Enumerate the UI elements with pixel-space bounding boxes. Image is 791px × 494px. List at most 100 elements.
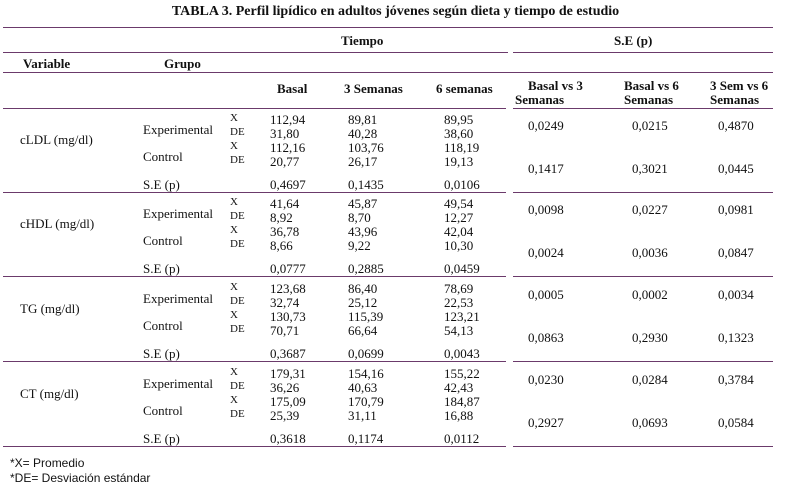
ctl-x-value: 103,76 xyxy=(348,140,384,155)
ctl-de-value: 70,71 xyxy=(270,323,300,338)
p-value-experimental: 0,0034 xyxy=(718,287,754,302)
p-value-control: 0,2930 xyxy=(632,330,668,345)
se-value: 0,3687 xyxy=(270,346,306,361)
sd-marker: DE xyxy=(230,126,245,138)
p-value-experimental: 0,0005 xyxy=(528,287,564,302)
se-label: S.E (p) xyxy=(143,177,180,192)
mean-marker: X xyxy=(230,309,238,321)
header-tiempo: Tiempo xyxy=(341,33,384,48)
exp-x-value: 112,94 xyxy=(270,112,306,127)
rule-se xyxy=(513,52,773,53)
p-value-experimental: 0,0002 xyxy=(632,287,668,302)
se-label: S.E (p) xyxy=(143,431,180,446)
mean-marker: X xyxy=(230,394,238,406)
exp-de-value: 25,12 xyxy=(348,295,378,310)
se-label: S.E (p) xyxy=(143,261,180,276)
sd-marker: DE xyxy=(230,408,245,420)
ctl-de-value: 9,22 xyxy=(348,238,371,253)
se-value: 0,0043 xyxy=(444,346,480,361)
ctl-x-value: 184,87 xyxy=(444,394,480,409)
p-value-experimental: 0,0249 xyxy=(528,118,564,133)
header-3sem-vs-6: 3 Sem vs 6 xyxy=(710,78,769,93)
ctl-x-value: 43,96 xyxy=(348,224,378,239)
header-6-semanas: 6 semanas xyxy=(436,81,493,96)
header-basal-vs-6-b: Semanas xyxy=(624,92,674,107)
rule-subheader-right xyxy=(513,108,773,109)
group-control: Control xyxy=(143,318,183,333)
exp-x-value: 78,69 xyxy=(444,281,474,296)
exp-x-value: 89,95 xyxy=(444,112,474,127)
sd-marker: DE xyxy=(230,323,245,335)
header-basal-vs-3: Basal vs 3 xyxy=(528,78,583,93)
ctl-de-value: 26,17 xyxy=(348,154,378,169)
exp-de-value: 40,63 xyxy=(348,380,378,395)
exp-de-value: 8,70 xyxy=(348,210,371,225)
variable-label: cLDL (mg/dl) xyxy=(20,132,93,147)
exp-de-value: 8,92 xyxy=(270,210,293,225)
mean-marker: X xyxy=(230,224,238,236)
header-basal: Basal xyxy=(277,81,308,96)
exp-de-value: 12,27 xyxy=(444,210,474,225)
se-value: 0,0106 xyxy=(444,177,480,192)
rule-tiempo xyxy=(3,52,508,53)
header-basal-vs-3-b: Semanas xyxy=(515,92,565,107)
header-grupo: Grupo xyxy=(164,56,201,71)
se-value: 0,1435 xyxy=(348,177,384,192)
sd-marker: DE xyxy=(230,295,245,307)
se-value: 0,0777 xyxy=(270,261,306,276)
header-basal-vs-6: Basal vs 6 xyxy=(624,78,679,93)
variable-label: cHDL (mg/dl) xyxy=(20,216,95,231)
group-experimental: Experimental xyxy=(143,376,214,391)
ctl-x-value: 118,19 xyxy=(444,140,480,155)
p-value-experimental: 0,0284 xyxy=(632,372,668,387)
ctl-de-value: 66,64 xyxy=(348,323,378,338)
p-value-control: 0,1323 xyxy=(718,330,754,345)
ctl-x-value: 42,04 xyxy=(444,224,474,239)
group-experimental: Experimental xyxy=(143,122,214,137)
rule-variable xyxy=(3,72,773,73)
p-value-control: 0,3021 xyxy=(632,161,668,176)
block-rule xyxy=(3,192,506,193)
ctl-de-value: 16,88 xyxy=(444,408,474,423)
sd-marker: DE xyxy=(230,154,245,166)
block-rule xyxy=(3,361,506,362)
footnote-de: *DE= Desviación estándar xyxy=(10,471,151,485)
exp-de-value: 36,26 xyxy=(270,380,300,395)
mean-marker: X xyxy=(230,112,238,124)
ctl-de-value: 31,11 xyxy=(348,408,377,423)
group-control: Control xyxy=(143,403,183,418)
ctl-de-value: 8,66 xyxy=(270,238,293,253)
exp-x-value: 154,16 xyxy=(348,366,384,381)
exp-x-value: 179,31 xyxy=(270,366,306,381)
group-control: Control xyxy=(143,233,183,248)
exp-x-value: 41,64 xyxy=(270,196,300,211)
exp-de-value: 31,80 xyxy=(270,126,300,141)
exp-x-value: 89,81 xyxy=(348,112,378,127)
group-control: Control xyxy=(143,149,183,164)
ctl-x-value: 175,09 xyxy=(270,394,306,409)
p-value-control: 0,1417 xyxy=(528,161,564,176)
variable-label: TG (mg/dl) xyxy=(20,301,80,316)
se-value: 0,0699 xyxy=(348,346,384,361)
block-rule xyxy=(3,446,506,447)
se-value: 0,0112 xyxy=(444,431,480,446)
se-value: 0,3618 xyxy=(270,431,306,446)
mean-marker: X xyxy=(230,281,238,293)
table-title: TABLA 3. Perfil lipídico en adultos jóve… xyxy=(171,4,620,19)
exp-x-value: 49,54 xyxy=(444,196,474,211)
sd-marker: DE xyxy=(230,380,245,392)
exp-x-value: 123,68 xyxy=(270,281,306,296)
header-3sem-vs-6-b: Semanas xyxy=(710,92,760,107)
exp-x-value: 45,87 xyxy=(348,196,378,211)
group-experimental: Experimental xyxy=(143,206,214,221)
header-3-semanas: 3 Semanas xyxy=(344,81,403,96)
footnote-x: *X= Promedio xyxy=(10,456,85,470)
exp-de-value: 38,60 xyxy=(444,126,474,141)
variable-label: CT (mg/dl) xyxy=(20,386,79,401)
group-experimental: Experimental xyxy=(143,291,214,306)
rule-subheader-left xyxy=(3,108,506,109)
exp-de-value: 22,53 xyxy=(444,295,474,310)
block-rule xyxy=(3,276,506,277)
p-value-experimental: 0,0230 xyxy=(528,372,564,387)
se-value: 0,4697 xyxy=(270,177,306,192)
